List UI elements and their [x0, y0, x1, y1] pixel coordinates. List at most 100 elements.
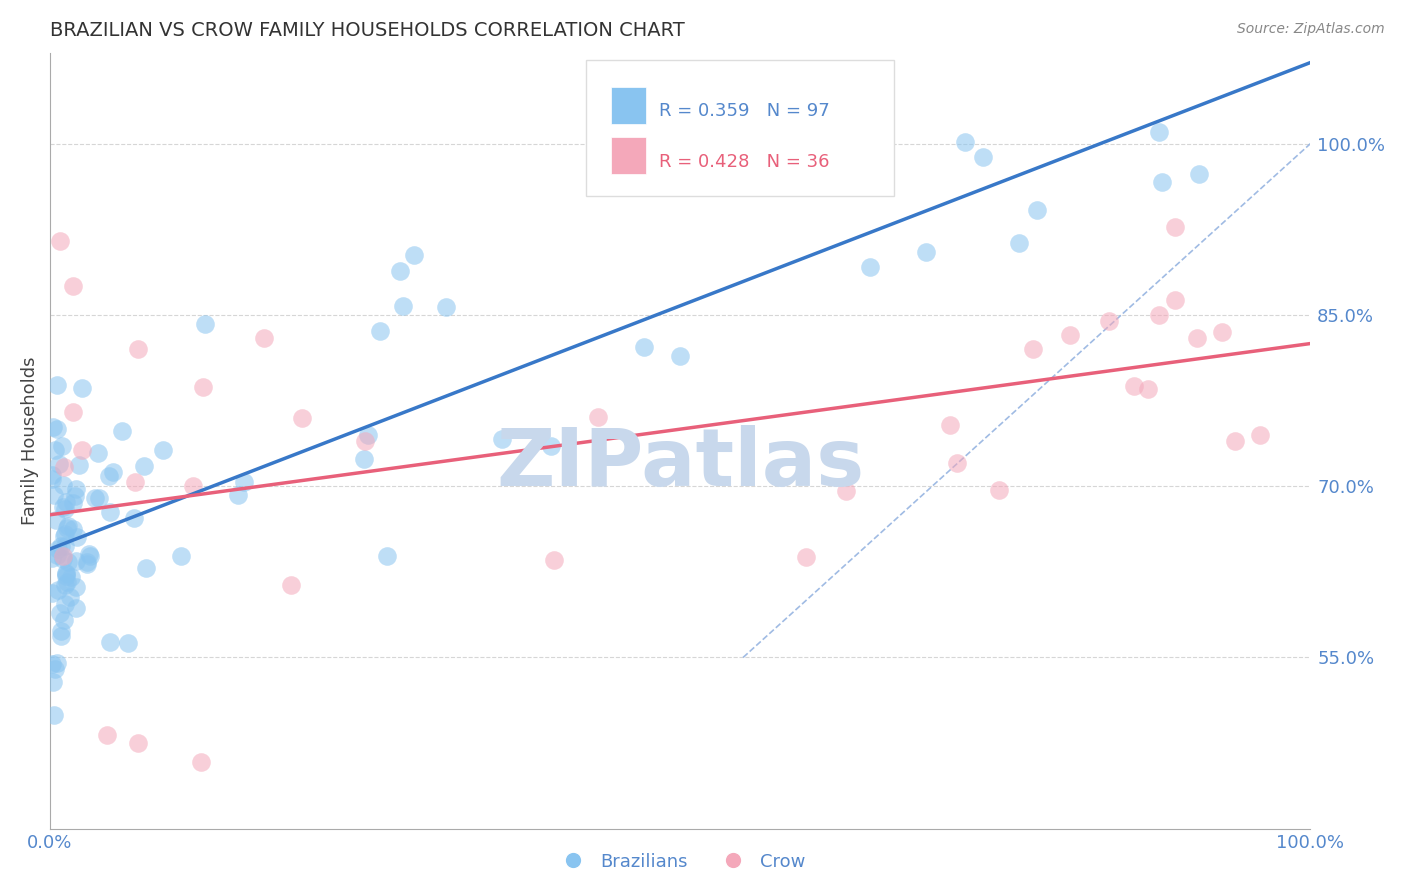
Point [72, 381, 94, 395]
Point [987, 483, 1010, 498]
Point [65, 554, 87, 568]
Point [794, 549, 817, 564]
Point [53, 539, 76, 553]
Text: Source: ZipAtlas.com: Source: ZipAtlas.com [1237, 22, 1385, 37]
Point [44, 707, 66, 722]
Point [79, 549, 101, 564]
Point [53, 578, 76, 592]
Point [280, 578, 302, 592]
Point [1164, 293, 1187, 307]
Point [127, 736, 149, 750]
Point [44, 662, 66, 676]
Point [368, 324, 391, 338]
Point [291, 410, 314, 425]
Point [98, 468, 121, 483]
Point [1097, 314, 1119, 328]
Point [46, 582, 69, 597]
Point [52, 549, 75, 564]
Point [1022, 343, 1045, 357]
Point [190, 756, 212, 770]
Point [633, 340, 655, 354]
Point [65, 530, 87, 544]
Point [56, 521, 79, 535]
Point [52, 500, 75, 514]
Point [1188, 167, 1211, 181]
Point [135, 561, 157, 575]
Point [49, 539, 72, 553]
Point [152, 443, 174, 458]
Text: R = 0.428   N = 36: R = 0.428 N = 36 [658, 153, 830, 170]
Text: BRAZILIAN VS CROW FAMILY HOUSEHOLDS CORRELATION CHART: BRAZILIAN VS CROW FAMILY HOUSEHOLDS CORR… [51, 21, 685, 40]
Point [51, 439, 73, 453]
Point [55, 566, 77, 581]
Point [796, 120, 818, 134]
Point [859, 260, 882, 275]
Point [586, 410, 609, 425]
Point [41, 467, 63, 482]
Point [62, 279, 84, 293]
Point [356, 428, 378, 442]
Point [915, 245, 938, 260]
Point [117, 636, 139, 650]
Point [87, 446, 110, 460]
Point [1026, 202, 1049, 217]
Point [540, 439, 562, 453]
Point [1211, 325, 1233, 339]
Point [1164, 219, 1187, 234]
Point [87, 491, 110, 506]
Point [226, 488, 249, 502]
Point [41, 472, 63, 486]
Point [76, 555, 98, 569]
Point [51, 624, 73, 639]
Point [42, 419, 65, 434]
Point [42, 488, 65, 502]
Point [63, 489, 86, 503]
Point [191, 379, 214, 393]
Point [253, 331, 276, 345]
Point [388, 264, 411, 278]
Point [70, 442, 93, 457]
Point [96, 728, 118, 742]
Point [834, 484, 856, 499]
Point [1185, 331, 1208, 345]
Point [98, 635, 121, 649]
Point [65, 581, 87, 595]
Point [46, 422, 69, 436]
Point [1147, 308, 1170, 322]
Point [1223, 434, 1246, 448]
Point [55, 568, 77, 582]
Point [101, 465, 124, 479]
Point [41, 551, 63, 566]
Point [65, 483, 87, 497]
Point [46, 541, 69, 556]
Point [122, 511, 145, 525]
Point [41, 586, 63, 600]
Point [972, 150, 994, 164]
Point [77, 547, 100, 561]
Point [375, 549, 398, 563]
Point [1059, 327, 1081, 342]
Point [51, 551, 73, 566]
Point [353, 451, 375, 466]
Point [52, 613, 75, 627]
Point [56, 574, 79, 589]
Point [111, 424, 134, 438]
Point [84, 491, 107, 505]
Point [124, 475, 146, 490]
Point [169, 549, 191, 564]
Point [946, 457, 969, 471]
Point [49, 629, 72, 643]
Point [46, 378, 69, 392]
Point [55, 502, 77, 516]
Text: ZIPatlas: ZIPatlas [496, 425, 865, 503]
Point [1123, 379, 1146, 393]
Point [67, 458, 90, 472]
Point [183, 479, 205, 493]
Point [404, 248, 426, 262]
Point [46, 548, 69, 562]
Point [127, 343, 149, 357]
Text: R = 0.359   N = 97: R = 0.359 N = 97 [658, 103, 830, 120]
Point [955, 135, 977, 149]
Point [53, 460, 76, 475]
Point [44, 443, 66, 458]
